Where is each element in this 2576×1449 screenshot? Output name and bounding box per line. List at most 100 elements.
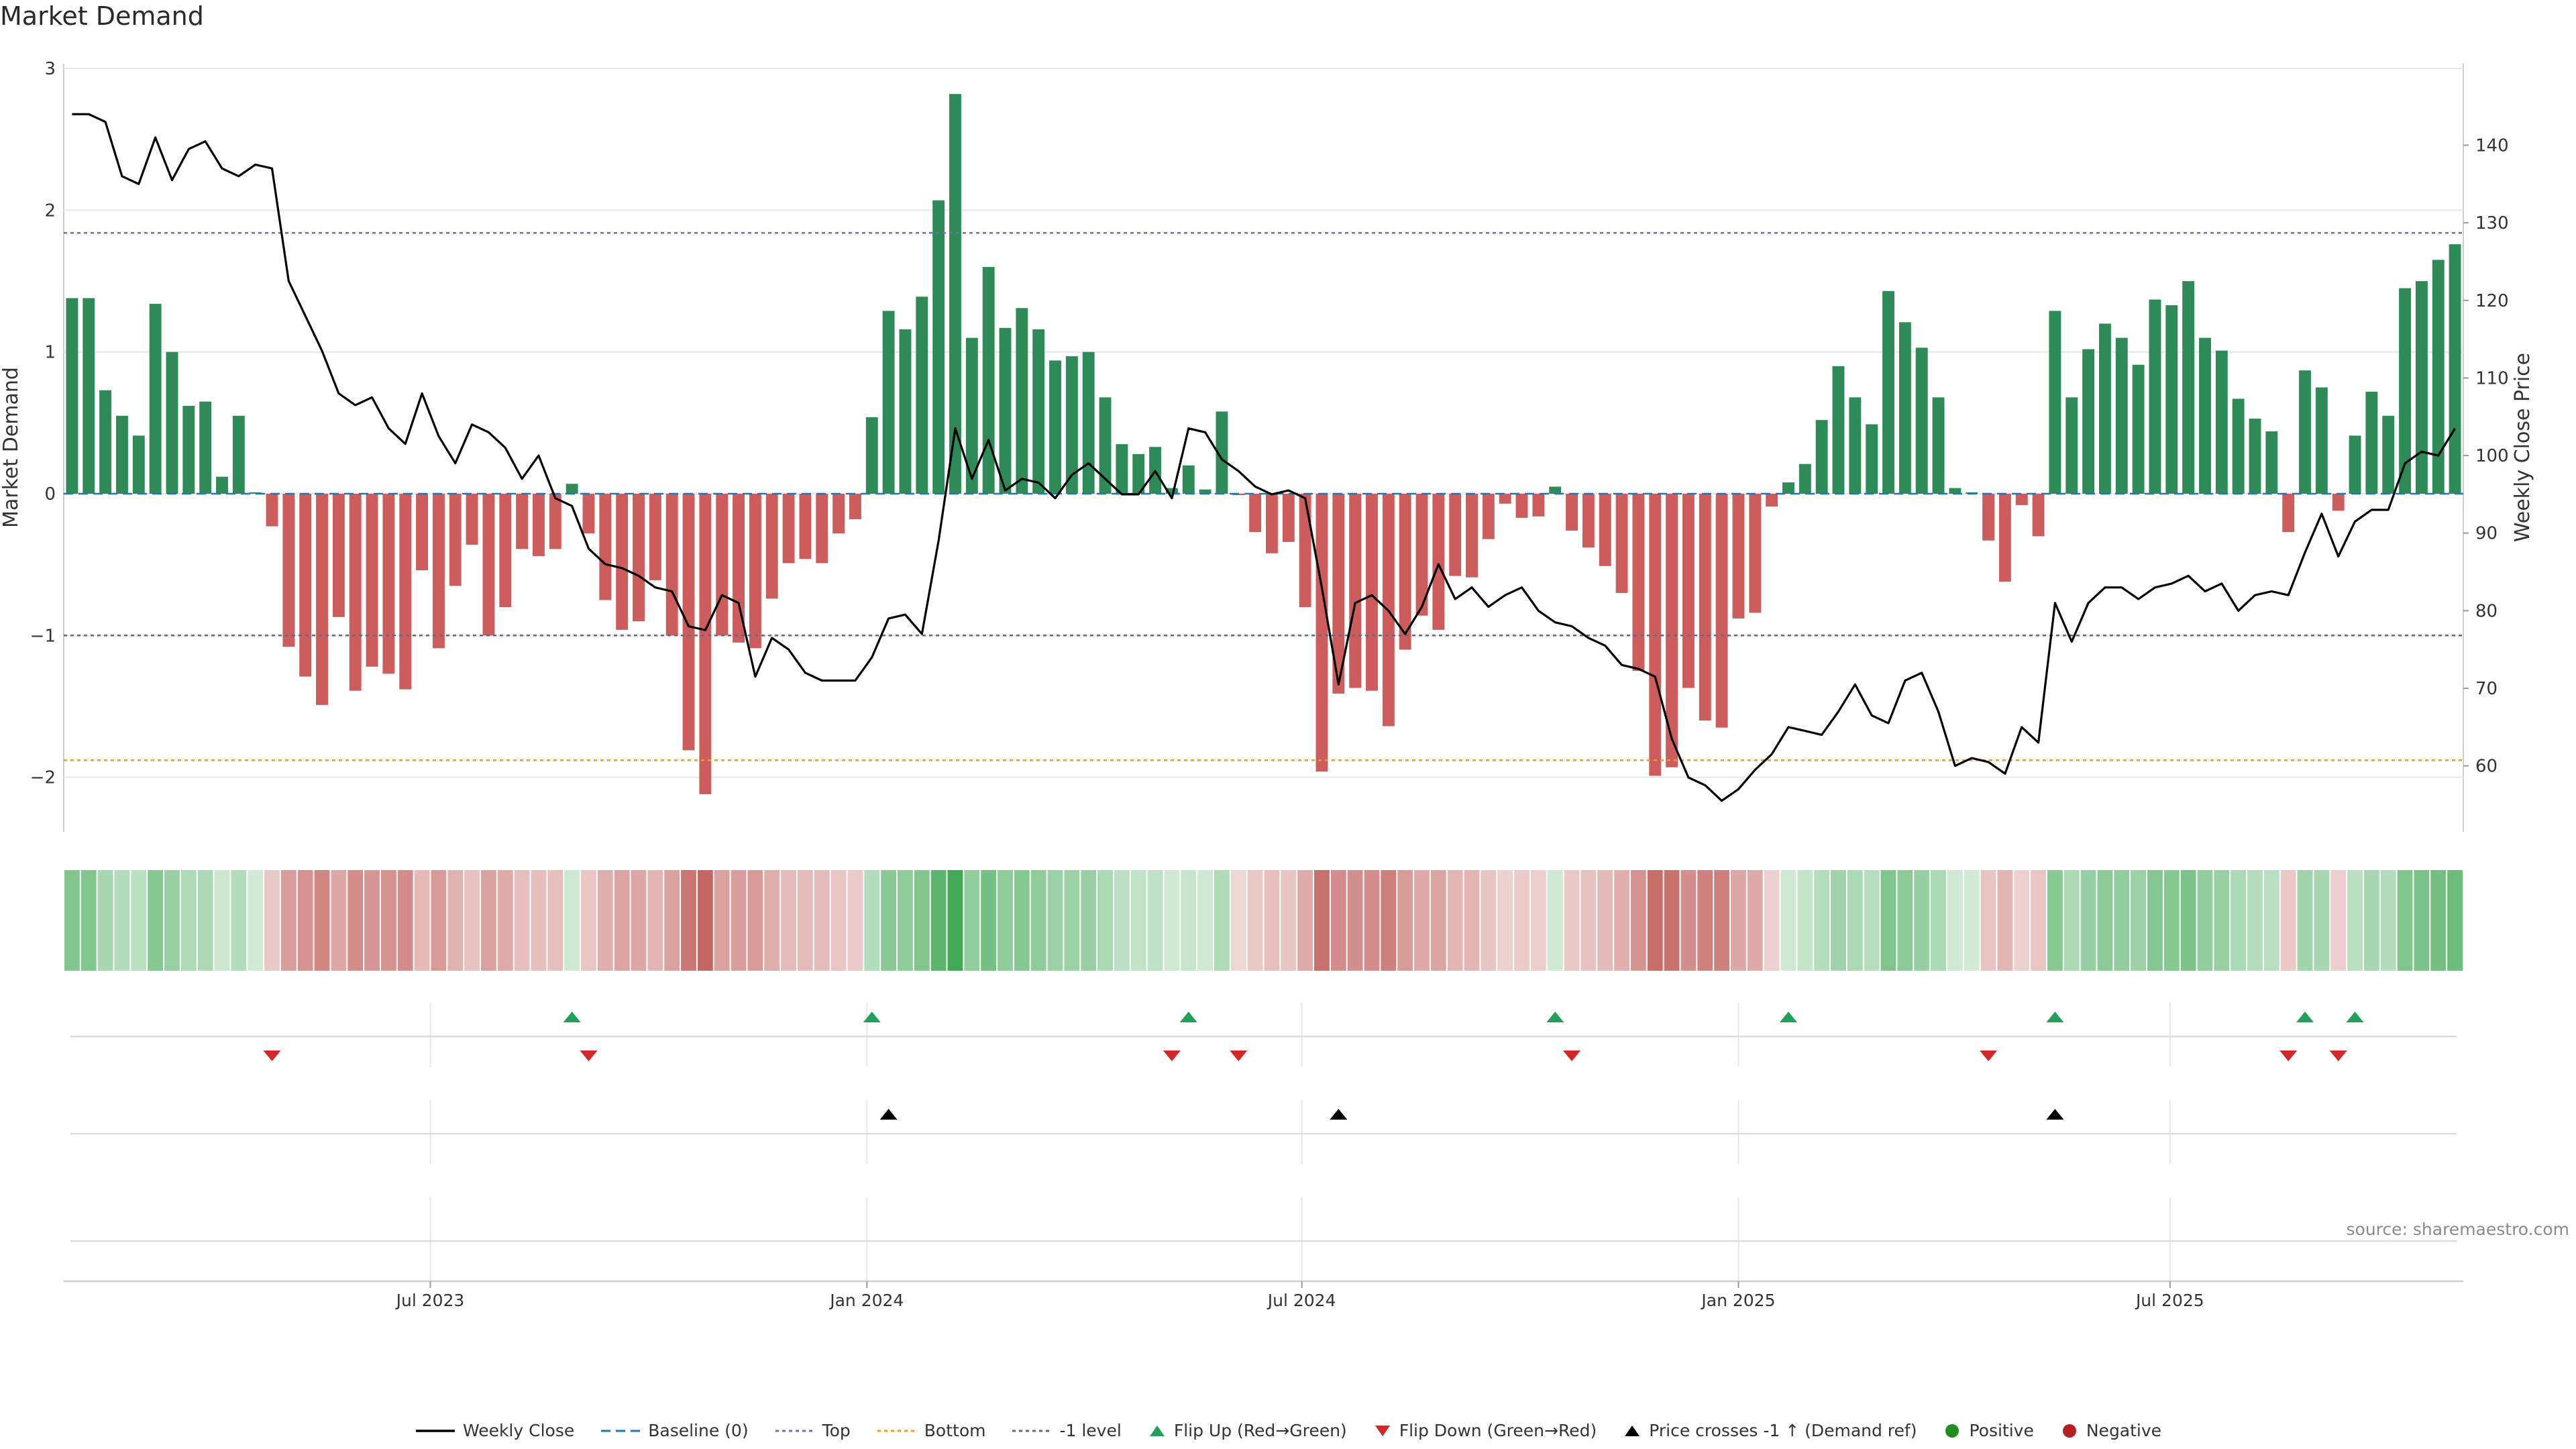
demand-bar — [782, 494, 795, 564]
heat-cell — [64, 870, 80, 971]
demand-bar — [2399, 288, 2412, 494]
legend-item: Bottom — [876, 1421, 985, 1440]
demand-bar — [1815, 420, 1828, 494]
demand-bar — [1216, 411, 1228, 494]
legend-label: Top — [822, 1421, 851, 1440]
heat-cell — [2131, 870, 2147, 971]
demand-bar — [765, 494, 778, 599]
demand-bar — [982, 266, 995, 494]
flip-up-marker — [563, 1012, 581, 1022]
legend-swatch-icon — [2062, 1424, 2076, 1438]
legend-swatch-icon — [1625, 1425, 1640, 1436]
demand-bar — [1265, 494, 1278, 553]
flip-down-marker — [580, 1051, 598, 1061]
y2-tick-label: 80 — [2475, 601, 2498, 621]
heat-cell — [1381, 870, 1397, 971]
demand-bar — [182, 405, 195, 494]
demand-bar — [1182, 465, 1195, 494]
heat-cell — [1364, 870, 1380, 971]
y2-tick-label: 70 — [2475, 679, 2498, 699]
flip-down-marker — [263, 1051, 281, 1061]
heat-cell — [1497, 870, 1513, 971]
legend-label: -1 level — [1059, 1421, 1122, 1440]
demand-bar — [2032, 494, 2045, 537]
y-tick-label: 3 — [44, 59, 56, 79]
demand-bar — [2049, 311, 2061, 494]
heat-cell — [1780, 870, 1796, 971]
heat-cell — [447, 870, 464, 971]
demand-bar — [1566, 494, 1578, 531]
heat-cell — [1664, 870, 1680, 971]
demand-bar — [582, 494, 595, 534]
heat-cell — [2414, 870, 2430, 971]
y2-tick-label: 100 — [2475, 446, 2509, 466]
heat-cell — [1430, 870, 1446, 971]
flip-up-marker — [2346, 1012, 2364, 1022]
heat-cell — [2214, 870, 2230, 971]
demand-bar — [382, 494, 395, 674]
heat-cell — [1764, 870, 1780, 971]
legend-label: Price crosses -1 ↑ (Demand ref) — [1649, 1421, 1917, 1440]
demand-bar — [2432, 260, 2445, 494]
demand-bar — [1866, 424, 1878, 494]
legend-label: Baseline (0) — [648, 1421, 749, 1440]
demand-bar — [999, 327, 1012, 494]
heat-cell — [781, 870, 796, 971]
heat-cell — [1931, 870, 1946, 971]
heat-cell — [1064, 870, 1080, 971]
demand-bar — [1882, 290, 1894, 494]
heat-cell — [1214, 870, 1230, 971]
demand-bar — [733, 494, 745, 643]
demand-bar — [633, 494, 645, 622]
demand-bar — [116, 415, 128, 494]
demand-bar — [466, 494, 478, 545]
x-tick-label: Jan 2025 — [1700, 1291, 1775, 1310]
heat-cell — [1397, 870, 1413, 971]
heat-cell — [2247, 870, 2263, 971]
heat-cell — [1247, 870, 1263, 971]
chart-title: Market Demand — [0, 1, 204, 31]
price-cross-marker — [879, 1109, 898, 1120]
heat-cell — [2297, 870, 2313, 971]
demand-bar — [2449, 244, 2461, 494]
heat-cell — [2314, 870, 2330, 971]
legend-label: Negative — [2086, 1421, 2162, 1440]
demand-bar — [2282, 494, 2295, 533]
heat-cell — [898, 870, 913, 971]
demand-bar — [716, 494, 729, 636]
legend-item: Price crosses -1 ↑ (Demand ref) — [1622, 1421, 1917, 1440]
heat-cell — [1030, 870, 1046, 971]
legend-swatch-icon — [1149, 1425, 1165, 1436]
legend-item: Positive — [1942, 1421, 2034, 1440]
heat-cell — [1747, 870, 1763, 971]
flip-down-marker — [2279, 1051, 2298, 1061]
weekly-close-line — [72, 113, 2456, 802]
demand-bar — [282, 494, 295, 647]
heat-cell — [1847, 870, 1863, 971]
demand-bar — [1366, 494, 1378, 691]
heat-cell — [1130, 870, 1146, 971]
legend-label: Weekly Close — [462, 1421, 575, 1440]
demand-bar — [1449, 494, 1462, 576]
heat-cell — [1864, 870, 1880, 971]
demand-bar — [1415, 494, 1428, 616]
demand-bar — [216, 476, 228, 494]
heat-cell — [2180, 870, 2196, 971]
heat-cell — [714, 870, 730, 971]
demand-bar — [2182, 281, 2195, 494]
legend-swatch-icon — [1012, 1430, 1052, 1432]
heat-cell — [631, 870, 647, 971]
heat-cell — [2031, 870, 2046, 971]
heat-cell — [164, 870, 180, 971]
demand-bar — [949, 94, 961, 494]
heat-cell — [197, 870, 213, 971]
heat-cell — [2063, 870, 2080, 971]
heat-cell — [1680, 870, 1697, 971]
legend-label: Positive — [1969, 1421, 2034, 1440]
demand-bar — [2382, 415, 2395, 494]
demand-bar — [699, 494, 712, 794]
heat-cell — [180, 870, 197, 971]
y-tick-label: 0 — [44, 484, 56, 504]
heat-cell — [2047, 870, 2063, 971]
demand-bar — [1116, 444, 1128, 494]
